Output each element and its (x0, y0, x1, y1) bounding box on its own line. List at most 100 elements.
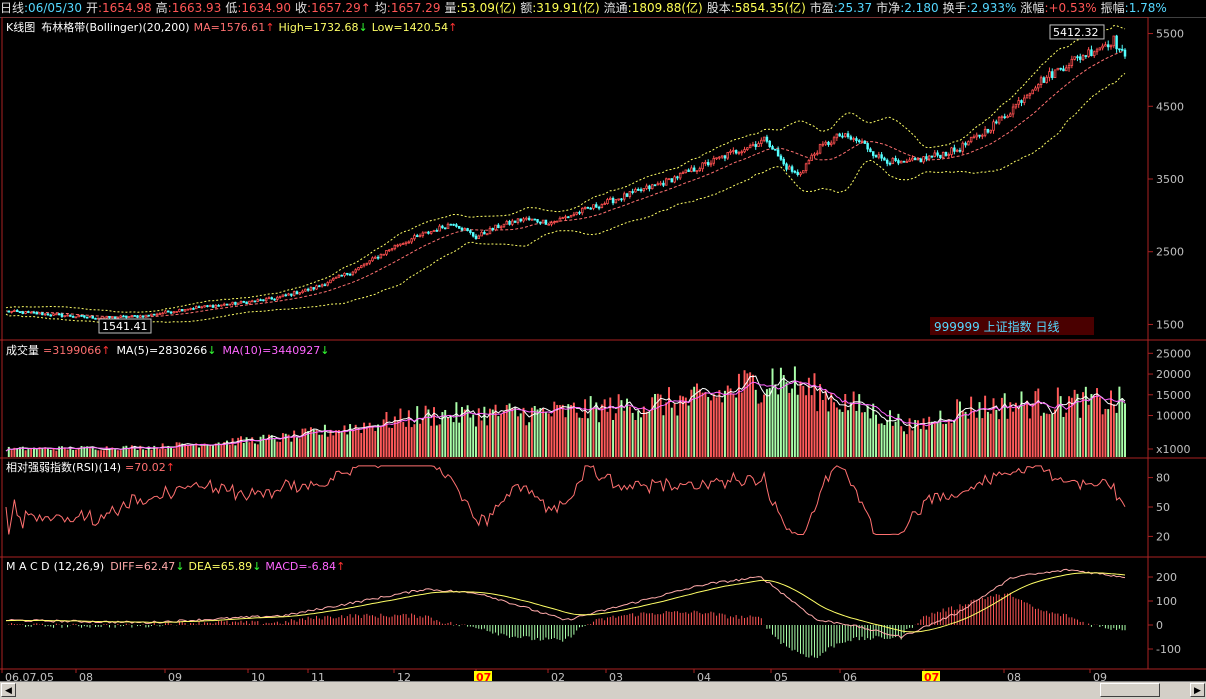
volume-bar (298, 438, 301, 457)
volume-bar (917, 420, 919, 457)
volume-bar (586, 418, 589, 457)
volume-bar (883, 425, 886, 457)
candle-body (547, 223, 550, 226)
volume-bar (516, 416, 519, 457)
scroll-thumb[interactable] (1100, 683, 1160, 697)
candle-body (228, 303, 232, 306)
volume-bar (122, 446, 125, 457)
volume-bar (407, 410, 410, 457)
stock-chart[interactable]: 5500450035002500150025000200001500010000… (0, 17, 1206, 681)
candle-body (729, 150, 732, 153)
quote-field: 额:319.91(亿) (520, 0, 599, 17)
candle-body (967, 141, 970, 146)
candle-body (933, 152, 937, 157)
quote-field-label: 低 (225, 1, 238, 15)
candle-body (614, 199, 618, 204)
quote-field: 流通:1809.88(亿) (604, 0, 703, 17)
candle-body (469, 230, 472, 233)
volume-bar (474, 426, 477, 457)
volume-bar (765, 389, 768, 457)
volume-bar (371, 425, 374, 457)
volume-bar (869, 418, 872, 457)
volume-bar (656, 393, 659, 457)
scroll-left-button[interactable]: ◀ (1, 683, 16, 697)
volume-bar (634, 419, 637, 457)
volume-bar (349, 424, 352, 457)
candle-body (385, 250, 388, 255)
volume-bar (502, 411, 505, 457)
volume-bar (1037, 388, 1040, 457)
candle-body (10, 310, 13, 313)
volume-bar (682, 396, 684, 457)
candle-body (1037, 84, 1040, 89)
candle-body (270, 297, 274, 300)
candle-body (1039, 77, 1043, 85)
volume-bar (1048, 414, 1051, 457)
volume-bar (788, 392, 791, 457)
volume-bar (293, 430, 296, 457)
candle-body (723, 155, 727, 159)
volume-bar (542, 408, 545, 457)
horizontal-scrollbar[interactable]: ◀ ▶ (0, 681, 1206, 699)
candle-body (161, 312, 164, 315)
quote-field: 低:1634.90 (225, 0, 291, 17)
candle-body (499, 226, 503, 229)
candle-body (457, 225, 461, 229)
candle-body (595, 204, 598, 208)
candle-body (396, 244, 399, 247)
x-axis-label: 11 (311, 671, 325, 681)
candle-body (1109, 45, 1113, 48)
volume-bar (242, 443, 245, 457)
volume-bar (38, 447, 41, 457)
candle-body (1067, 65, 1071, 69)
candle-body (1000, 116, 1004, 119)
volume-bar (567, 404, 570, 457)
scroll-right-button[interactable]: ▶ (1190, 683, 1205, 697)
volume-bar (66, 449, 69, 457)
candle-body (203, 305, 206, 308)
candle-body (533, 218, 536, 221)
candle-body (586, 206, 590, 209)
volume-bar (600, 404, 603, 457)
candle-body (737, 151, 741, 154)
candle-body (388, 249, 391, 252)
volume-bar (891, 425, 894, 457)
candle-body (855, 138, 858, 142)
volume-bar (558, 405, 561, 457)
volume-bar (645, 411, 648, 457)
volume-bar (1031, 404, 1034, 457)
volume-bar (726, 385, 729, 457)
candle-body (1087, 49, 1090, 57)
volume-bar (964, 411, 967, 457)
candle-body (790, 166, 794, 172)
volume-bar (903, 431, 905, 457)
candle-body (208, 305, 212, 307)
volume-bar (589, 396, 592, 457)
volume-bar (620, 400, 623, 457)
candle-body (541, 219, 545, 224)
candle-body (1006, 115, 1009, 119)
candle-body (527, 217, 531, 220)
candle-body (337, 274, 341, 278)
volume-bar (793, 366, 796, 457)
candle-body (323, 284, 327, 287)
volume-bar (623, 410, 626, 457)
volume-bar (91, 446, 94, 457)
candle-body (1051, 71, 1054, 78)
candle-body (824, 141, 827, 145)
volume-bar (223, 442, 226, 457)
candle-body (474, 235, 478, 239)
candle-body (189, 308, 192, 310)
volume-y-label: 15000 (1156, 389, 1191, 402)
volume-bar (346, 434, 349, 457)
volume-bar (458, 422, 461, 457)
volume-bar (785, 382, 788, 457)
candle-body (410, 238, 413, 243)
volume-bar (234, 445, 237, 457)
candle-body (662, 182, 665, 186)
candle-body (793, 171, 797, 173)
volume-y-label: 25000 (1156, 347, 1191, 360)
volume-bar (41, 447, 44, 457)
volume-bar (989, 413, 992, 457)
volume-bar (35, 449, 38, 457)
